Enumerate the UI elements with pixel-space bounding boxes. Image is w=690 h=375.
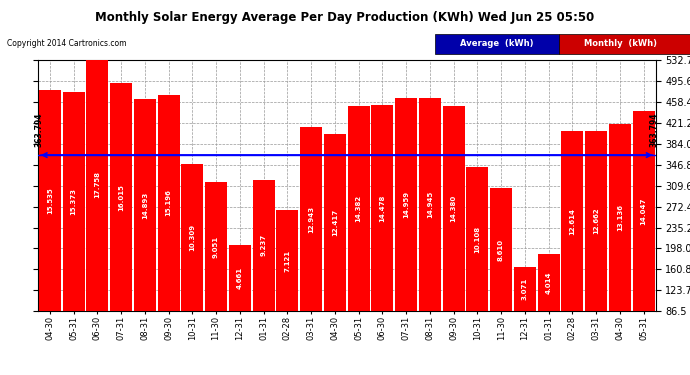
Bar bbox=[514, 267, 536, 311]
Text: 12.614: 12.614 bbox=[569, 208, 575, 235]
Bar bbox=[443, 106, 464, 311]
Bar bbox=[110, 83, 132, 311]
Bar bbox=[348, 106, 370, 311]
Text: Copyright 2014 Cartronics.com: Copyright 2014 Cartronics.com bbox=[7, 39, 126, 48]
Text: 4.661: 4.661 bbox=[237, 267, 243, 289]
Text: 17.758: 17.758 bbox=[95, 171, 100, 198]
Bar bbox=[633, 111, 655, 311]
Bar bbox=[324, 134, 346, 311]
Text: 14.959: 14.959 bbox=[403, 191, 409, 218]
Text: 15.373: 15.373 bbox=[70, 188, 77, 215]
Bar bbox=[538, 254, 560, 311]
Text: 363.794: 363.794 bbox=[650, 112, 659, 147]
Bar bbox=[562, 131, 583, 311]
Bar bbox=[86, 58, 108, 311]
Text: Monthly Solar Energy Average Per Day Production (KWh) Wed Jun 25 05:50: Monthly Solar Energy Average Per Day Pro… bbox=[95, 11, 595, 24]
Bar bbox=[609, 124, 631, 311]
Bar bbox=[63, 92, 84, 311]
Text: 12.943: 12.943 bbox=[308, 206, 314, 232]
Bar bbox=[419, 98, 441, 311]
Bar bbox=[277, 210, 298, 311]
Text: 14.478: 14.478 bbox=[380, 194, 385, 222]
Text: 10.309: 10.309 bbox=[189, 224, 195, 251]
Text: 12.417: 12.417 bbox=[332, 209, 338, 236]
Bar bbox=[157, 94, 179, 311]
Text: 9.237: 9.237 bbox=[261, 234, 266, 256]
Text: 14.893: 14.893 bbox=[142, 192, 148, 219]
Text: 12.662: 12.662 bbox=[593, 208, 599, 234]
Bar bbox=[300, 127, 322, 311]
Bar bbox=[229, 245, 250, 311]
Text: Average  (kWh): Average (kWh) bbox=[460, 39, 533, 48]
Text: 13.136: 13.136 bbox=[617, 204, 623, 231]
Bar bbox=[134, 99, 156, 311]
Text: 8.610: 8.610 bbox=[498, 239, 504, 261]
Text: 15.196: 15.196 bbox=[166, 189, 172, 216]
Bar bbox=[585, 131, 607, 311]
Bar bbox=[253, 180, 275, 311]
Text: 14.382: 14.382 bbox=[355, 195, 362, 222]
Text: 14.945: 14.945 bbox=[427, 191, 433, 218]
Text: 7.121: 7.121 bbox=[284, 249, 290, 272]
Text: 10.108: 10.108 bbox=[474, 226, 480, 253]
Bar bbox=[490, 189, 512, 311]
Text: 15.535: 15.535 bbox=[47, 187, 53, 214]
Bar bbox=[466, 167, 489, 311]
Bar bbox=[395, 98, 417, 311]
Text: 9.051: 9.051 bbox=[213, 236, 219, 258]
Text: Monthly  (kWh): Monthly (kWh) bbox=[584, 39, 658, 48]
Text: 14.380: 14.380 bbox=[451, 195, 457, 222]
Bar bbox=[371, 105, 393, 311]
Bar bbox=[39, 90, 61, 311]
Text: 16.015: 16.015 bbox=[118, 184, 124, 210]
Bar bbox=[181, 164, 204, 311]
Bar bbox=[205, 182, 227, 311]
Text: 4.014: 4.014 bbox=[546, 272, 551, 294]
Text: 14.047: 14.047 bbox=[640, 197, 647, 225]
Text: 363.794: 363.794 bbox=[34, 112, 43, 147]
Text: 3.071: 3.071 bbox=[522, 278, 528, 300]
